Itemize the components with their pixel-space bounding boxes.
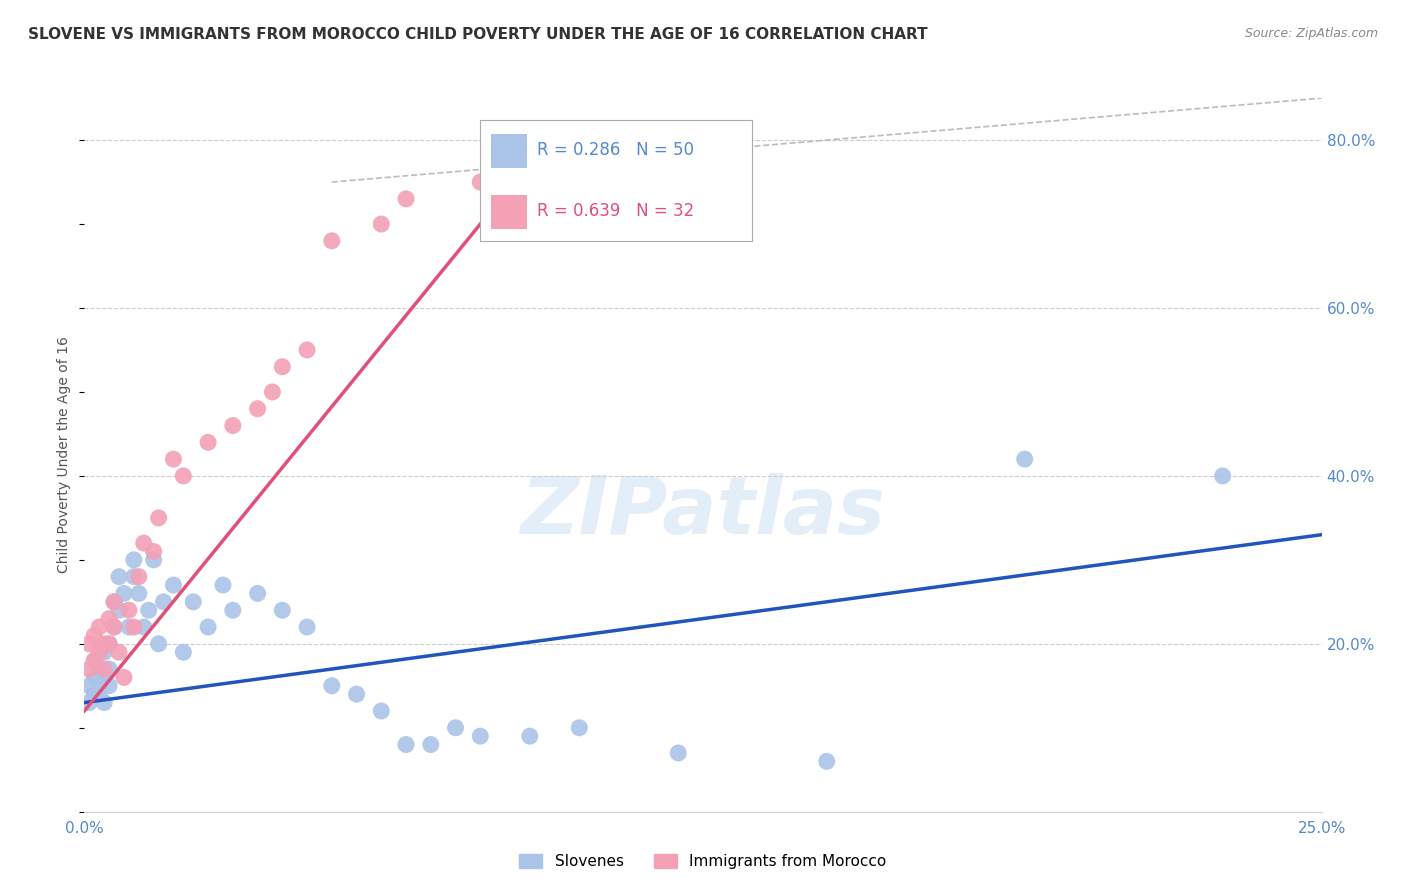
Point bbox=[83, 670, 105, 684]
Point bbox=[122, 620, 145, 634]
Point bbox=[321, 234, 343, 248]
Text: Source: ZipAtlas.com: Source: ZipAtlas.com bbox=[1244, 27, 1378, 40]
Point bbox=[79, 637, 101, 651]
Point bbox=[118, 603, 141, 617]
Point bbox=[103, 595, 125, 609]
Text: ZIPatlas: ZIPatlas bbox=[520, 473, 886, 551]
Point bbox=[112, 586, 135, 600]
Point bbox=[93, 662, 115, 676]
Point bbox=[132, 536, 155, 550]
Point bbox=[148, 511, 170, 525]
Point bbox=[321, 679, 343, 693]
Point bbox=[222, 418, 245, 433]
Point bbox=[295, 343, 318, 357]
Point bbox=[103, 595, 125, 609]
Point bbox=[162, 452, 184, 467]
Point bbox=[98, 662, 121, 676]
Point bbox=[142, 544, 165, 558]
Point bbox=[172, 645, 194, 659]
Point bbox=[148, 637, 170, 651]
Point bbox=[83, 654, 105, 668]
Point bbox=[103, 620, 125, 634]
Point bbox=[666, 746, 689, 760]
Point bbox=[519, 729, 541, 743]
Point bbox=[142, 553, 165, 567]
Point bbox=[93, 696, 115, 710]
Point bbox=[419, 738, 441, 752]
Point bbox=[246, 586, 269, 600]
Point bbox=[83, 654, 105, 668]
Point bbox=[370, 217, 392, 231]
Y-axis label: Child Poverty Under the Age of 16: Child Poverty Under the Age of 16 bbox=[58, 336, 72, 574]
Point bbox=[162, 578, 184, 592]
Point bbox=[98, 637, 121, 651]
Point bbox=[98, 637, 121, 651]
Point bbox=[79, 696, 101, 710]
Point bbox=[108, 569, 131, 583]
Point bbox=[79, 679, 101, 693]
Text: SLOVENE VS IMMIGRANTS FROM MOROCCO CHILD POVERTY UNDER THE AGE OF 16 CORRELATION: SLOVENE VS IMMIGRANTS FROM MOROCCO CHILD… bbox=[28, 27, 928, 42]
Point bbox=[122, 553, 145, 567]
Point bbox=[118, 620, 141, 634]
Point bbox=[271, 603, 294, 617]
Point bbox=[128, 586, 150, 600]
Point bbox=[1212, 469, 1234, 483]
Point bbox=[98, 612, 121, 626]
Point bbox=[138, 603, 160, 617]
Point bbox=[172, 469, 194, 483]
Point bbox=[346, 687, 368, 701]
Point bbox=[89, 620, 111, 634]
Point bbox=[815, 755, 838, 769]
Point bbox=[470, 175, 492, 189]
Point bbox=[93, 670, 115, 684]
Point bbox=[197, 620, 219, 634]
Point bbox=[103, 620, 125, 634]
Point bbox=[295, 620, 318, 634]
Point bbox=[271, 359, 294, 374]
Point bbox=[152, 595, 174, 609]
Legend: Slovenes, Immigrants from Morocco: Slovenes, Immigrants from Morocco bbox=[513, 848, 893, 875]
Point bbox=[444, 721, 467, 735]
Point bbox=[262, 384, 284, 399]
Point bbox=[568, 721, 591, 735]
Point bbox=[98, 679, 121, 693]
Point bbox=[89, 679, 111, 693]
Point bbox=[83, 687, 105, 701]
Point bbox=[132, 620, 155, 634]
Point bbox=[395, 192, 418, 206]
Point bbox=[181, 595, 204, 609]
Point bbox=[108, 603, 131, 617]
Point bbox=[212, 578, 235, 592]
Point bbox=[112, 670, 135, 684]
Point bbox=[128, 569, 150, 583]
Point bbox=[370, 704, 392, 718]
Point bbox=[79, 662, 101, 676]
Point bbox=[222, 603, 245, 617]
Point bbox=[246, 401, 269, 416]
Point bbox=[89, 687, 111, 701]
Point bbox=[108, 645, 131, 659]
Point bbox=[89, 662, 111, 676]
Point bbox=[395, 738, 418, 752]
Point bbox=[93, 645, 115, 659]
Point bbox=[93, 637, 115, 651]
Point bbox=[83, 628, 105, 642]
Point bbox=[1014, 452, 1036, 467]
Point bbox=[470, 729, 492, 743]
Point bbox=[89, 645, 111, 659]
Point bbox=[197, 435, 219, 450]
Point bbox=[122, 569, 145, 583]
